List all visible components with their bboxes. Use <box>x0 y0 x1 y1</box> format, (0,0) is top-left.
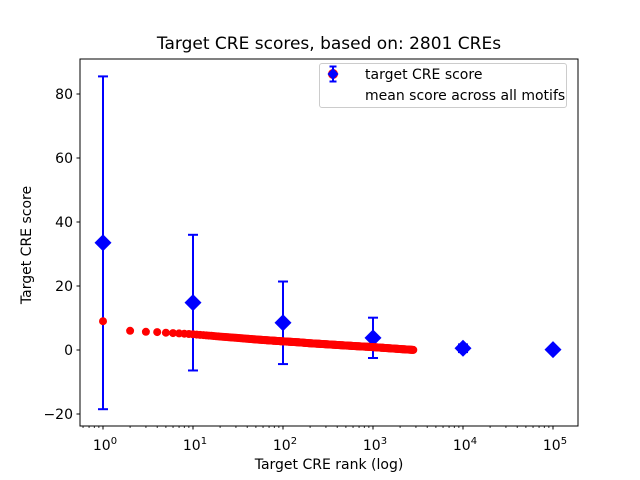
y-tick-label: 40 <box>55 215 73 231</box>
mean-diamond <box>544 341 562 359</box>
target-score-dot <box>99 317 107 326</box>
y-tick-label: −20 <box>43 407 73 423</box>
legend-label-mean: mean score across all motifs <box>365 87 566 104</box>
legend-entry-mean: mean score across all motifs <box>320 65 566 107</box>
y-tick-label: 0 <box>64 343 73 359</box>
x-tick-label: 100 <box>93 436 117 454</box>
mean-diamond <box>274 314 292 332</box>
x-axis-label: Target CRE rank (log) <box>254 457 404 473</box>
legend-label-target: target CRE score <box>365 67 483 84</box>
x-tick-label: 101 <box>183 436 207 454</box>
y-tick-label: 60 <box>55 151 73 167</box>
target-score-dot <box>169 329 177 338</box>
target-score-dot <box>161 328 170 337</box>
y-tick-label: 80 <box>55 87 73 103</box>
mean-diamond <box>184 294 202 312</box>
legend-entry-target: target CRE score <box>320 65 566 86</box>
plot-title: Target CRE scores, based on: 2801 CREs <box>156 34 502 54</box>
axes-frame <box>79 58 579 427</box>
target-score-dot <box>409 345 418 354</box>
y-axis-label: Target CRE score <box>19 185 35 305</box>
x-tick-label: 102 <box>273 436 297 454</box>
target-score-dot <box>153 328 162 337</box>
target-score-dot <box>126 326 135 335</box>
mean-diamond <box>454 339 472 357</box>
y-tick-label: 20 <box>55 279 73 295</box>
x-tick-label: 103 <box>363 436 387 454</box>
target-score-dot <box>141 327 150 336</box>
x-tick-label: 104 <box>453 436 477 454</box>
mean-diamond <box>94 234 112 252</box>
mean-diamond <box>364 329 382 347</box>
legend: target CRE score mean score across all m… <box>319 63 567 108</box>
x-tick-label: 105 <box>543 436 567 454</box>
